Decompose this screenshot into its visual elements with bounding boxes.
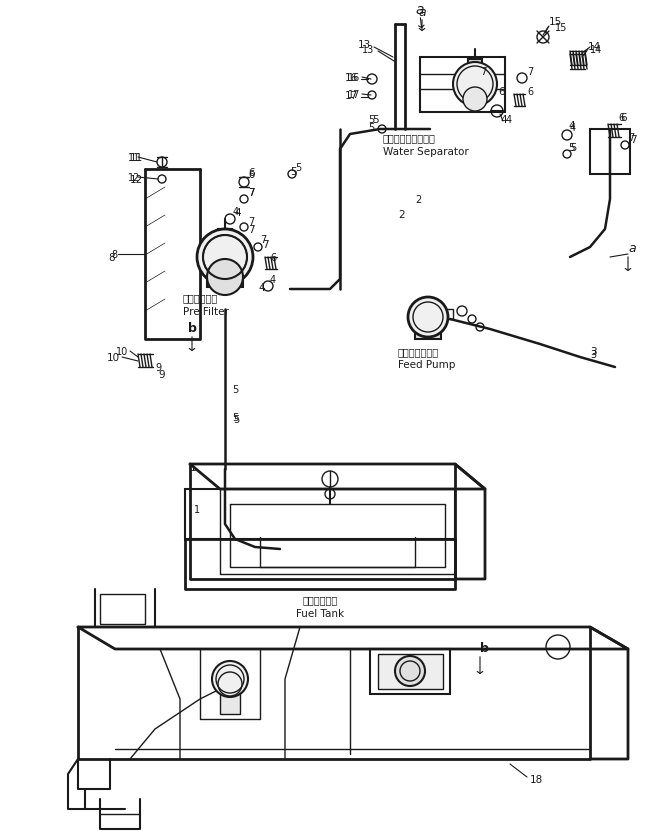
Text: 6: 6 [248, 170, 254, 180]
Text: 7: 7 [480, 67, 486, 77]
Text: 5: 5 [372, 115, 378, 125]
Bar [370, 650, 450, 694]
Text: 5: 5 [368, 123, 374, 133]
Text: 18: 18 [530, 774, 544, 784]
Text: 5: 5 [232, 412, 239, 422]
Circle shape [207, 260, 243, 296]
Circle shape [395, 656, 425, 686]
Bar [415, 324, 441, 339]
Bar [378, 655, 443, 689]
Text: 7: 7 [248, 225, 254, 235]
Bar [218, 230, 232, 246]
Text: 7: 7 [628, 133, 634, 143]
Circle shape [453, 63, 497, 107]
Text: 1: 1 [194, 504, 200, 514]
Text: 7: 7 [260, 235, 266, 245]
Text: b: b [480, 640, 489, 654]
Text: 5: 5 [570, 143, 576, 153]
Text: 5: 5 [368, 115, 374, 125]
Text: 5: 5 [295, 163, 301, 173]
Text: 4: 4 [234, 208, 241, 217]
Text: 16: 16 [348, 73, 360, 83]
Text: 6: 6 [620, 113, 627, 123]
Text: 3: 3 [590, 349, 596, 359]
Bar [220, 684, 240, 714]
Text: Feed Pump: Feed Pump [398, 359, 456, 370]
Text: 8: 8 [112, 250, 118, 260]
Text: 7: 7 [248, 188, 254, 198]
Text: 6: 6 [248, 168, 254, 178]
Text: 17: 17 [348, 90, 360, 99]
Bar [420, 58, 505, 113]
Text: b: b [188, 321, 197, 334]
Bar [438, 309, 453, 319]
Text: フィードポンプ: フィードポンプ [398, 347, 439, 357]
Text: プリフィルタ: プリフィルタ [183, 293, 218, 303]
Text: 5: 5 [233, 415, 240, 425]
Text: 10: 10 [107, 353, 120, 363]
Text: フェルタンク: フェルタンク [303, 594, 338, 604]
Text: 14: 14 [590, 45, 603, 55]
Text: Water Separator: Water Separator [383, 147, 469, 157]
Text: 13: 13 [362, 45, 374, 55]
Text: ウォータセパレータ: ウォータセパレータ [383, 133, 436, 143]
Text: 5: 5 [290, 167, 297, 176]
Text: 9: 9 [158, 370, 165, 380]
Text: 4: 4 [233, 206, 239, 217]
Circle shape [197, 230, 253, 286]
Text: 2: 2 [398, 210, 405, 220]
Bar [100, 594, 145, 624]
Circle shape [212, 661, 248, 697]
Circle shape [408, 298, 448, 338]
Text: 7: 7 [248, 217, 254, 227]
Text: 5: 5 [568, 143, 574, 153]
Text: 14: 14 [588, 42, 601, 52]
Text: 15: 15 [555, 23, 568, 33]
Text: Fuel Tank: Fuel Tank [296, 609, 344, 619]
Text: 10: 10 [116, 347, 128, 357]
Text: 17: 17 [345, 91, 358, 101]
Text: 6: 6 [618, 113, 624, 123]
Text: 8: 8 [109, 252, 115, 263]
Text: 7: 7 [630, 135, 637, 145]
Text: 7: 7 [527, 67, 533, 77]
Text: 4: 4 [500, 115, 507, 125]
Text: 6: 6 [498, 87, 505, 97]
Text: 4: 4 [270, 275, 276, 285]
Text: 12: 12 [130, 175, 143, 185]
Text: 7: 7 [248, 188, 254, 198]
Text: a: a [628, 242, 635, 254]
Text: 4: 4 [568, 121, 574, 131]
Bar [590, 130, 630, 175]
Text: 11: 11 [130, 153, 143, 163]
Text: Pre Filter: Pre Filter [183, 307, 229, 317]
Text: 15: 15 [549, 17, 562, 27]
Text: 2: 2 [415, 195, 421, 205]
Text: 5: 5 [232, 385, 238, 395]
Text: 9: 9 [155, 363, 161, 373]
Text: 4: 4 [258, 283, 264, 293]
Text: 6: 6 [270, 252, 276, 263]
Text: 4: 4 [506, 115, 512, 125]
Text: 1: 1 [189, 462, 196, 472]
Text: 16: 16 [345, 73, 358, 83]
Text: 12: 12 [128, 173, 140, 183]
Text: 7: 7 [262, 240, 268, 250]
Circle shape [463, 88, 487, 112]
Text: 6: 6 [527, 87, 533, 97]
Bar [468, 60, 482, 72]
Text: 3: 3 [590, 347, 597, 357]
Text: 13: 13 [358, 40, 371, 50]
Text: 11: 11 [128, 153, 140, 163]
Text: 4: 4 [570, 123, 576, 133]
Text: a: a [418, 6, 426, 18]
Text: a: a [416, 3, 424, 17]
Bar [207, 257, 243, 288]
